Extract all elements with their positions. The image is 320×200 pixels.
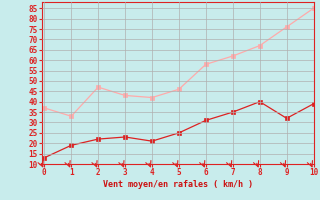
X-axis label: Vent moyen/en rafales ( km/h ): Vent moyen/en rafales ( km/h ) <box>103 180 252 189</box>
